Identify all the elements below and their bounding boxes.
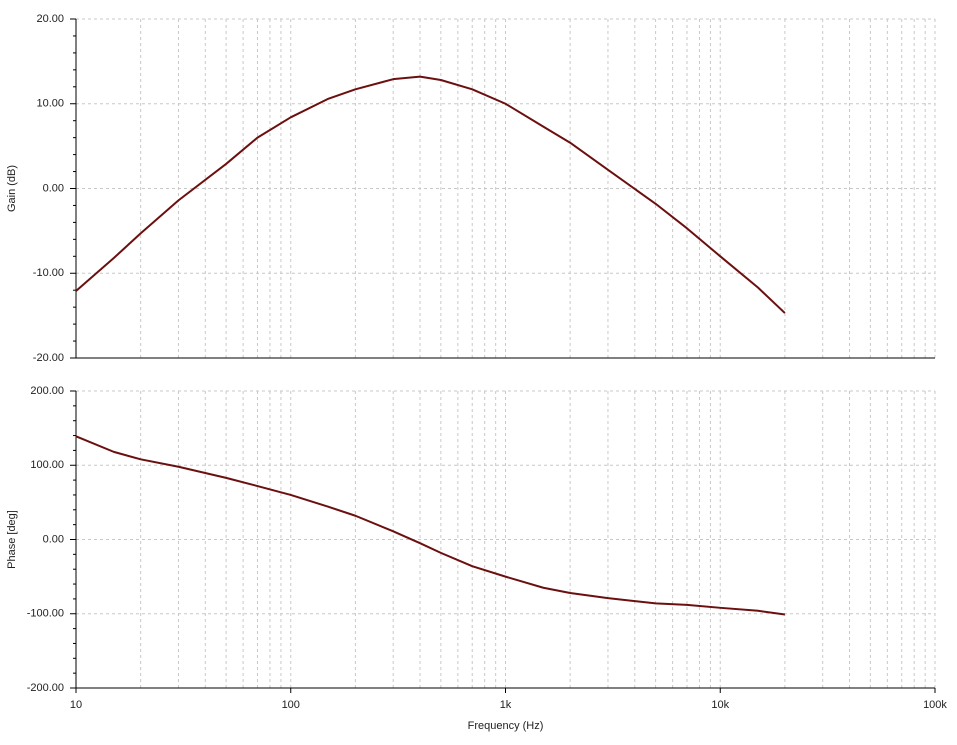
y-axis-label: Gain (dB) [6, 165, 18, 212]
y-tick-label: -10.00 [33, 267, 64, 279]
y-tick-label: 0.00 [43, 182, 64, 194]
x-tick-label: 1k [500, 699, 512, 711]
y-tick-label: 0.00 [43, 533, 64, 545]
x-tick-label: 10 [70, 699, 82, 711]
x-axis-label: Frequency (Hz) [468, 720, 544, 732]
y-tick-label: 10.00 [36, 98, 64, 110]
x-tick-label: 10k [711, 699, 729, 711]
y-tick-label: 200.00 [30, 385, 64, 397]
y-axis-label: Phase [deg] [6, 510, 18, 569]
y-tick-label: 20.00 [36, 13, 64, 25]
y-tick-label: -100.00 [27, 608, 64, 620]
gain-phase-line [75, 75, 786, 314]
y-tick-label: 100.00 [30, 459, 64, 471]
x-tick-label: 100 [282, 699, 300, 711]
y-tick-label: -20.00 [33, 352, 64, 364]
y-tick-label: -200.00 [27, 682, 64, 694]
x-tick-label: 100k [923, 699, 947, 711]
gain-phase-line [75, 435, 786, 616]
